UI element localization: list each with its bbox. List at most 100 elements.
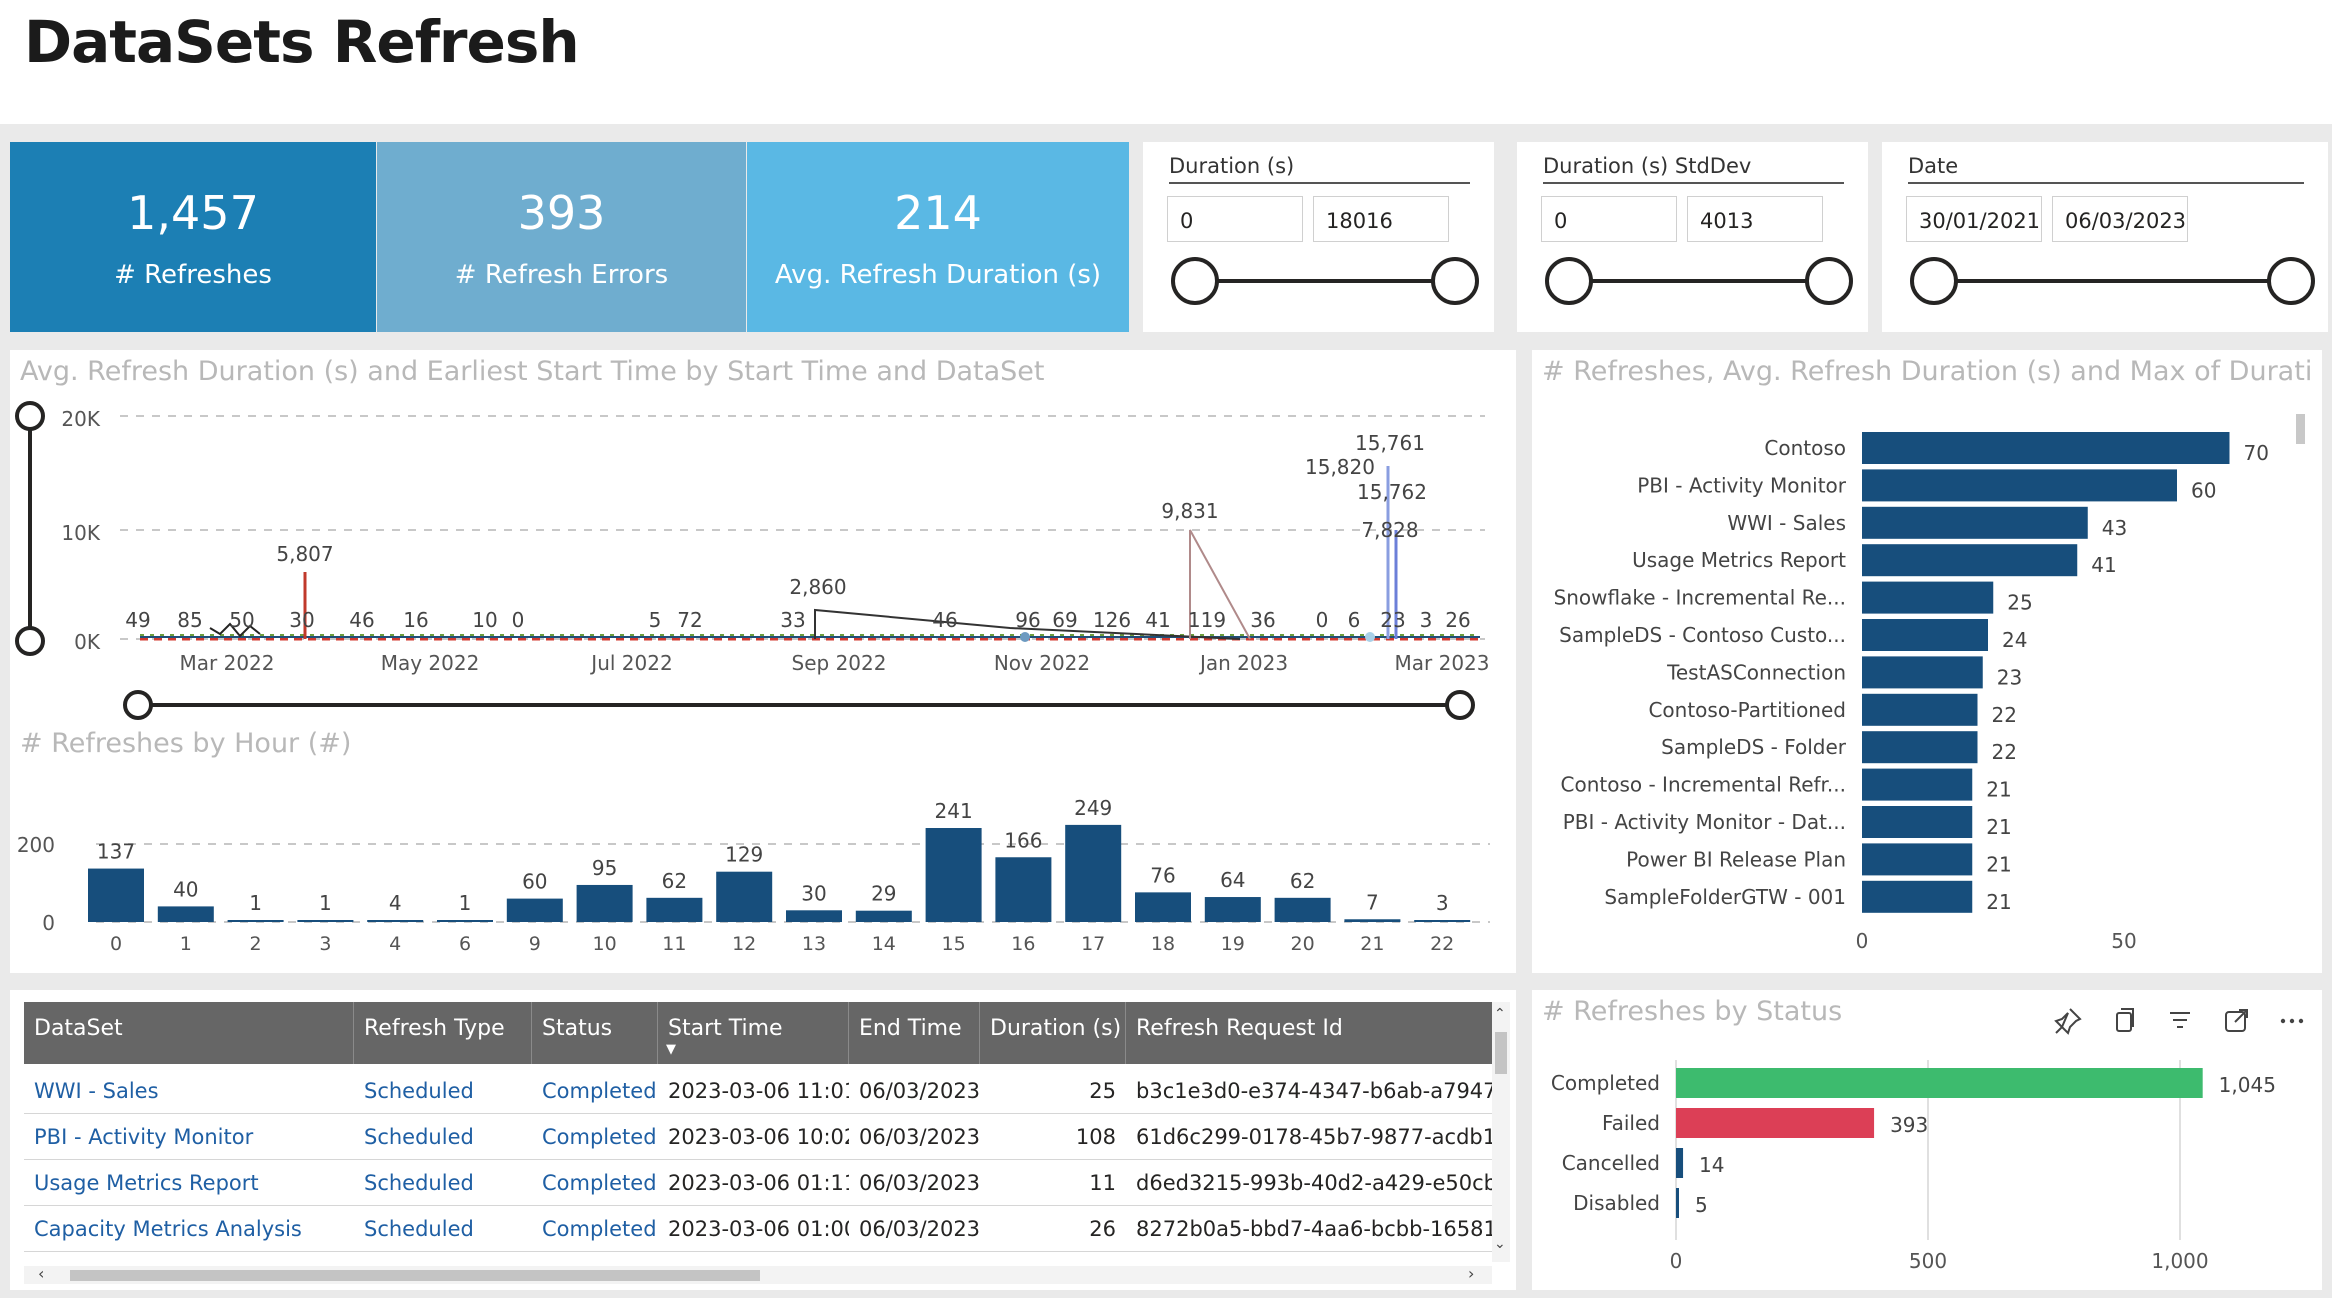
dataset-bar[interactable] — [1862, 469, 2177, 502]
status-bar[interactable] — [1676, 1108, 1875, 1138]
more-options-icon[interactable] — [2274, 1003, 2310, 1039]
dataset-bar[interactable] — [1862, 768, 1973, 801]
kpi-card-avg-duration[interactable]: 214 Avg. Refresh Duration (s) — [747, 142, 1129, 332]
dataset-bar[interactable] — [1862, 544, 2078, 577]
table-row[interactable]: Usage Metrics Report Scheduled Completed 20… — [24, 1160, 1492, 1206]
hour-bar[interactable] — [855, 910, 912, 922]
scroll-right-icon[interactable]: › — [1468, 1264, 1475, 1283]
hour-bar[interactable] — [157, 906, 214, 922]
column-header-refresh-type[interactable]: Refresh Type — [354, 1002, 532, 1064]
date-slider-track[interactable] — [1932, 279, 2290, 283]
table-row[interactable]: PBI - Activity Monitor Scheduled Completed… — [24, 1114, 1492, 1160]
column-header-dataset[interactable]: DataSet — [24, 1002, 354, 1064]
dataset-bar[interactable] — [1862, 843, 1973, 876]
cell-dataset[interactable]: Usage Metrics Report — [34, 1171, 259, 1195]
column-header-duration[interactable]: Duration (s) — [980, 1002, 1126, 1064]
duration-slider-max-handle[interactable] — [1431, 257, 1479, 305]
dataset-chart[interactable]: Contoso 70 PBI - Activity Monitor 60 WWI - S… — [1532, 420, 2302, 960]
pin-icon[interactable] — [2050, 1003, 2086, 1039]
copy-icon[interactable] — [2106, 1003, 2142, 1039]
scroll-up-icon[interactable]: ⌃ — [1494, 1006, 1506, 1022]
duration-slider-track[interactable] — [1193, 279, 1455, 283]
dataset-category-label: PBI - Activity Monitor — [1637, 473, 1847, 497]
line-chart[interactable]: 20K 10K 0K 49 85 50 30 46 16 10 0 5 72 3… — [10, 390, 1510, 720]
dataset-chart-scrollbar[interactable] — [2296, 414, 2305, 444]
duration-slider-min-handle[interactable] — [1171, 257, 1219, 305]
column-header-end-time[interactable]: End Time — [849, 1002, 980, 1064]
hour-bar[interactable] — [1274, 897, 1331, 922]
dataset-bar-value-label: 21 — [1986, 815, 2011, 839]
filter-icon[interactable] — [2162, 1003, 2198, 1039]
column-header-refresh-request-id[interactable]: Refresh Request Id — [1136, 1016, 1343, 1041]
hour-bar[interactable] — [925, 828, 982, 922]
stddev-max-input[interactable]: 4013 — [1687, 196, 1823, 242]
date-slider-start-handle[interactable] — [1910, 257, 1958, 305]
table-row[interactable]: Capacity Metrics Analysis Scheduled Comple… — [24, 1206, 1492, 1252]
cell-dataset[interactable]: WWI - Sales — [34, 1079, 159, 1103]
stddev-min-input[interactable]: 0 — [1541, 196, 1677, 242]
hour-bar[interactable] — [646, 897, 703, 922]
hour-bar[interactable] — [227, 920, 284, 922]
hour-bar[interactable] — [1414, 920, 1471, 922]
hour-bar[interactable] — [1065, 824, 1122, 922]
status-bar[interactable] — [1676, 1068, 2203, 1098]
duration-max-input[interactable]: 18016 — [1313, 196, 1449, 242]
scrollbar-thumb[interactable] — [70, 1270, 760, 1281]
hour-bar[interactable] — [367, 920, 424, 922]
y-tick-label: 10K — [61, 521, 100, 545]
dataset-bar[interactable] — [1862, 581, 1994, 614]
column-header-status[interactable]: Status — [532, 1002, 658, 1064]
dataset-bar[interactable] — [1862, 880, 1973, 913]
scroll-left-icon[interactable]: ‹ — [38, 1264, 45, 1283]
data-label: 46 — [932, 608, 957, 632]
scroll-down-icon[interactable]: ⌄ — [1494, 1236, 1506, 1252]
hour-bar[interactable] — [437, 920, 493, 922]
hour-bar[interactable] — [1204, 897, 1261, 922]
hour-bar[interactable] — [995, 857, 1052, 922]
hour-bar[interactable] — [506, 898, 563, 922]
column-header-start-time[interactable]: Start Time ▼ — [658, 1002, 849, 1064]
dataset-bar-value-label: 21 — [1986, 890, 2011, 914]
dataset-bar[interactable] — [1862, 693, 1978, 726]
date-end-input[interactable]: 06/03/2023 — [2052, 196, 2188, 242]
table-vertical-scrollbar[interactable]: ⌃ ⌄ — [1492, 1002, 1510, 1262]
dataset-bar[interactable] — [1862, 619, 1988, 651]
duration-min-input[interactable]: 0 — [1167, 196, 1303, 242]
scrollbar-thumb[interactable] — [1495, 1032, 1507, 1074]
hour-bar[interactable] — [1344, 919, 1401, 922]
x-zoom-start-handle[interactable] — [123, 690, 153, 720]
cell-dataset[interactable]: PBI - Activity Monitor — [34, 1125, 254, 1149]
x-zoom-end-handle[interactable] — [1445, 690, 1475, 720]
dataset-bar[interactable] — [1862, 656, 1983, 689]
status-bar[interactable] — [1676, 1148, 1684, 1178]
hour-bar[interactable] — [786, 910, 842, 922]
dataset-bar[interactable] — [1862, 806, 1973, 838]
hour-bar[interactable] — [1135, 892, 1191, 922]
hour-bar[interactable] — [576, 884, 633, 922]
dataset-bar-value-label: 23 — [1997, 665, 2022, 689]
x-tick-label: Nov 2022 — [994, 651, 1090, 675]
hour-bar[interactable] — [716, 871, 773, 922]
kpi-card-refresh-errors[interactable]: 393 # Refresh Errors — [377, 142, 746, 332]
dataset-bar[interactable] — [1862, 506, 2088, 539]
stddev-slider-min-handle[interactable] — [1545, 257, 1593, 305]
status-bar[interactable] — [1676, 1188, 1679, 1218]
hour-bar[interactable] — [297, 920, 354, 922]
cell-end-time: 06/03/2023 — [859, 1171, 980, 1195]
y-zoom-bottom-handle[interactable] — [15, 626, 45, 656]
focus-mode-icon[interactable] — [2218, 1003, 2254, 1039]
stddev-slider-max-handle[interactable] — [1805, 257, 1853, 305]
table-row[interactable]: WWI - Sales Scheduled Completed 2023-03-06 … — [24, 1068, 1492, 1114]
stddev-slider-track[interactable] — [1567, 279, 1829, 283]
table-horizontal-scrollbar[interactable]: ‹ › — [24, 1264, 1492, 1284]
y-zoom-top-handle[interactable] — [15, 401, 45, 431]
status-chart[interactable]: Completed 1,045 Failed 393 Cancelled 14 Disabl… — [1532, 1050, 2302, 1284]
hour-bar[interactable] — [88, 868, 144, 922]
date-slider-end-handle[interactable] — [2267, 257, 2315, 305]
kpi-card-refreshes[interactable]: 1,457 # Refreshes — [10, 142, 376, 332]
dataset-bar[interactable] — [1862, 731, 1978, 764]
dataset-bar[interactable] — [1862, 432, 2230, 464]
hour-chart[interactable]: 200 0 1370401121344166099510621112912301… — [10, 770, 1510, 970]
cell-dataset[interactable]: Capacity Metrics Analysis — [34, 1217, 302, 1241]
date-start-input[interactable]: 30/01/2021 — [1906, 196, 2042, 242]
